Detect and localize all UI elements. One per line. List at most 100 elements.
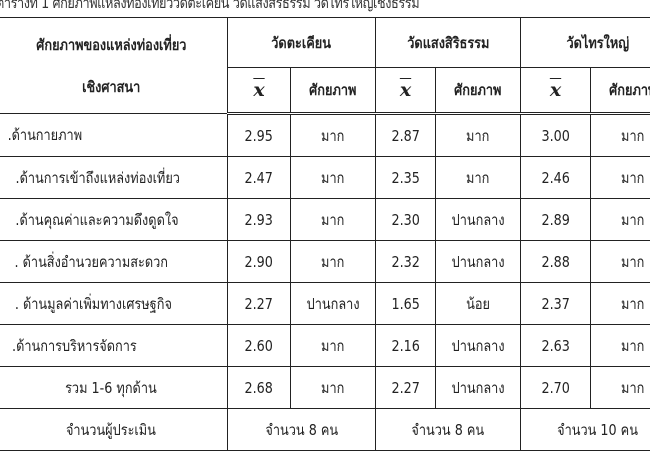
cell-text: มาก	[466, 168, 490, 187]
cell-text: มาก	[620, 210, 645, 229]
mean-cell: 2.89	[520, 198, 592, 241]
criteria-header: ศักยภาพของแหล่งท่องเที่ยว เชิงศาสนา	[0, 17, 228, 114]
table-row: . ด้านสิ่งอำนวยความสะดวก 2.90 มาก 2.32 ปานกล…	[0, 240, 650, 283]
criteria-header-line1: ศักยภาพของแหล่งท่องเที่ยว	[35, 35, 187, 54]
potential-cell: มาก	[590, 324, 650, 367]
row-label-text: . ด้านสิ่งอำนวยความสะดวก	[14, 252, 169, 271]
potential-cell: มาก	[289, 366, 377, 409]
row-label: รวม 1-6 ทุกด้าน	[0, 366, 228, 409]
cell-text: มาก	[321, 378, 345, 397]
mean-cell: 2.63	[520, 324, 592, 367]
cell-text: 2.95	[244, 126, 274, 145]
row-label-text: รวม 1-6 ทุกด้าน	[65, 378, 157, 397]
cell-text: น้อย	[466, 294, 490, 313]
row-label-text: . ด้านมูลค่าเพิ่มทางเศรษฐกิจ	[14, 294, 172, 313]
mean-cell: 2.27	[375, 366, 437, 409]
mean-cell: 3.00	[520, 113, 592, 157]
cell-text: 2.68	[244, 378, 274, 397]
potential-cell: ปานกลาง	[289, 282, 377, 325]
evaluator-label-text: จำนวนผู้ประเมิน	[66, 420, 156, 439]
evaluator-count-text: จำนวน 8 คน	[411, 420, 485, 439]
cell-text: 2.47	[244, 168, 274, 187]
cell-text: 2.46	[541, 168, 570, 187]
mean-cell: 2.87	[375, 113, 437, 157]
mean-cell: 2.35	[375, 156, 437, 199]
table-row: .ด้านการบริหารจัดการ 2.60 มาก 2.16 ปานกลาง 2.…	[0, 324, 650, 367]
cell-text: 2.35	[391, 168, 420, 187]
evaluator-count: จำนวน 8 คน	[226, 408, 377, 451]
temple-header: วัดตะเคียน	[226, 17, 377, 68]
cell-text: 2.87	[391, 126, 420, 145]
cell-text: มาก	[620, 378, 645, 397]
cell-text: มาก	[620, 336, 645, 355]
potential-cell: ปานกลาง	[435, 240, 522, 283]
row-label: .ด้านการบริหารจัดการ	[0, 324, 228, 367]
mean-cell: 2.30	[375, 198, 437, 241]
evaluator-count-text: จำนวน 8 คน	[265, 420, 338, 439]
table-row: . ด้านมูลค่าเพิ่มทางเศรษฐกิจ 2.27 ปานกลาง 1…	[0, 282, 650, 325]
table-row: .ด้านกายภาพ 2.95 มาก 2.87 มาก 3.00 มาก	[0, 113, 650, 157]
mean-cell: 2.46	[520, 156, 592, 199]
row-label-text: .ด้านการเข้าถึงแหล่งท่องเที่ยว	[15, 168, 180, 187]
row-label-text: .ด้านการบริหารจัดการ	[12, 336, 137, 355]
potential-cell: มาก	[435, 113, 522, 157]
cell-text: 1.65	[391, 294, 420, 313]
table-row: รวม 1-6 ทุกด้าน 2.68 มาก 2.27 ปานกลาง 2.70 มาก	[0, 366, 650, 409]
row-label: . ด้านมูลค่าเพิ่มทางเศรษฐกิจ	[0, 282, 228, 325]
cell-text: ปานกลาง	[451, 378, 505, 397]
cell-text: 2.32	[391, 252, 420, 271]
mean-cell: 2.95	[227, 113, 291, 157]
cell-text: 2.27	[244, 294, 274, 313]
temple-header: วัดแสงสิริธรรม	[375, 17, 522, 68]
potential-cell: มาก	[590, 366, 650, 409]
cell-text: มาก	[321, 126, 345, 145]
potential-cell: ปานกลาง	[435, 324, 522, 367]
cell-text: 2.89	[541, 210, 570, 229]
potential-cell: ปานกลาง	[435, 198, 522, 241]
evaluator-count-text: จำนวน 10 คน	[557, 420, 638, 439]
row-label: .ด้านกายภาพ	[0, 113, 228, 157]
cell-text: 2.88	[541, 252, 570, 271]
potential-label: ศักยภาพ	[454, 81, 502, 99]
potential-cell: มาก	[289, 156, 377, 199]
potential-cell: มาก	[289, 240, 377, 283]
potential-cell: มาก	[590, 240, 650, 283]
row-label-text: .ด้านกายภาพ	[7, 126, 83, 144]
row-label: .ด้านคุณค่าและความดึงดูดใจ	[0, 198, 228, 241]
cell-text: 2.93	[244, 210, 274, 229]
row-label-text: .ด้านคุณค่าและความดึงดูดใจ	[15, 210, 179, 229]
mean-cell: 2.88	[520, 240, 592, 283]
potential-cell: มาก	[590, 156, 650, 199]
mean-cell: 2.47	[227, 156, 291, 199]
mean-cell: 1.65	[375, 282, 437, 325]
cell-text: มาก	[620, 126, 645, 145]
evaluator-label: จำนวนผู้ประเมิน	[0, 408, 228, 451]
mean-symbol: x	[399, 79, 412, 101]
cell-text: มาก	[321, 210, 345, 229]
mean-cell: 2.90	[227, 240, 291, 283]
temple-name: วัดตะเคียน	[271, 33, 332, 52]
cell-text: มาก	[321, 252, 345, 271]
table-row: .ด้านการเข้าถึงแหล่งท่องเที่ยว 2.47 มาก 2.3…	[0, 156, 650, 199]
row-label: . ด้านสิ่งอำนวยความสะดวก	[0, 240, 228, 283]
mean-symbol: x	[549, 79, 562, 101]
cell-text: มาก	[620, 168, 645, 187]
cell-text: 2.27	[391, 378, 420, 397]
temple-header: วัดไทรใหญ่	[520, 17, 650, 68]
potential-label: ศักยภาพ	[309, 81, 357, 99]
mean-cell: 2.68	[227, 366, 291, 409]
row-label: .ด้านการเข้าถึงแหล่งท่องเที่ยว	[0, 156, 228, 199]
cell-text: 3.00	[541, 126, 570, 145]
mean-symbol: x	[253, 79, 265, 101]
potential-cell: ปานกลาง	[435, 366, 522, 409]
mean-header: x	[520, 67, 592, 115]
mean-cell: 2.70	[520, 366, 592, 409]
cell-text: มาก	[620, 294, 645, 313]
mean-header: x	[375, 67, 437, 115]
cell-text: 2.60	[244, 336, 274, 355]
potential-cell: มาก	[590, 282, 650, 325]
potential-cell: น้อย	[435, 282, 522, 325]
evaluator-count-row: จำนวนผู้ประเมิน จำนวน 8 คน จำนวน 8 คน จำนวน…	[0, 408, 650, 451]
potential-cell: มาก	[289, 324, 377, 367]
evaluator-count: จำนวน 8 คน	[375, 408, 522, 451]
